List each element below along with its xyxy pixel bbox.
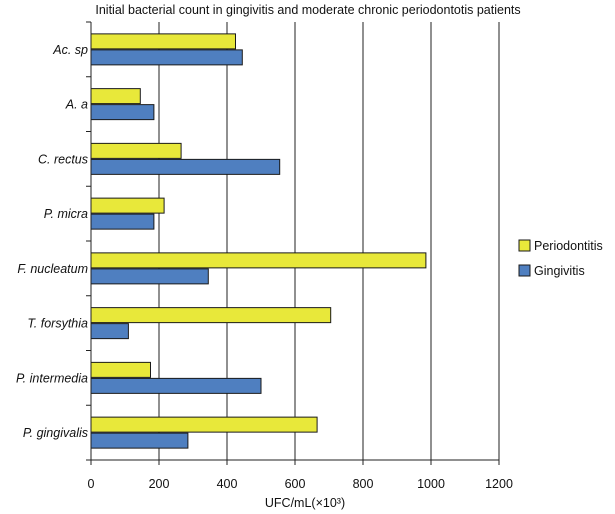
- periodontitis-bar: [90, 88, 141, 105]
- category-labels: Ac. sp A. a C. rectus P. micra F. nucleatum T…: [16, 43, 88, 440]
- gingivitis-bar: [90, 213, 155, 230]
- x-tick-label: 800: [353, 477, 374, 491]
- category-label: F. nucleatum: [17, 262, 88, 276]
- gingivitis-bar: [90, 323, 129, 340]
- gingivitis-bar: [90, 158, 281, 175]
- gingivitis-bar: [90, 49, 243, 66]
- y-ticks: [86, 21, 91, 461]
- x-tick-label: 200: [149, 477, 170, 491]
- legend-label: Gingivitis: [534, 264, 585, 278]
- legend-label: Periodontitis: [534, 239, 603, 253]
- x-tick-label: 1000: [417, 477, 445, 491]
- periodontitis-bar: [90, 142, 182, 159]
- x-axis-title: UFC/mL(×10³): [265, 496, 345, 510]
- category-label: P. intermedia: [16, 371, 88, 385]
- x-ticks: 0 200 400 600 800 1000 1200: [88, 460, 513, 491]
- legend: Periodontitis Gingivitis: [518, 239, 603, 278]
- category-label: Ac. sp: [52, 43, 88, 57]
- legend-swatch: [518, 264, 531, 277]
- periodontitis-bar: [90, 307, 332, 324]
- x-tick-label: 1200: [485, 477, 513, 491]
- x-tick-label: 0: [88, 477, 95, 491]
- category-label: P. gingivalis: [23, 426, 88, 440]
- gingivitis-bar: [90, 377, 262, 394]
- x-tick-label: 600: [285, 477, 306, 491]
- periodontitis-bar: [90, 361, 151, 378]
- x-tick-label: 400: [217, 477, 238, 491]
- chart-title: Initial bacterial count in gingivitis an…: [95, 3, 520, 17]
- periodontitis-bar: [90, 197, 165, 214]
- periodontitis-bar: [90, 416, 318, 433]
- grid-lines: [158, 22, 500, 460]
- periodontitis-bar: [90, 33, 236, 50]
- legend-swatch: [518, 239, 531, 252]
- category-label: C. rectus: [38, 152, 88, 166]
- periodontitis-bar: [90, 252, 427, 269]
- category-label: A. a: [65, 98, 88, 112]
- gingivitis-bar: [90, 104, 155, 121]
- gingivitis-bar: [90, 432, 189, 449]
- category-label: T. forsythia: [27, 317, 88, 331]
- category-label: P. micra: [44, 207, 88, 221]
- bars: [90, 33, 427, 449]
- gingivitis-bar: [90, 268, 209, 285]
